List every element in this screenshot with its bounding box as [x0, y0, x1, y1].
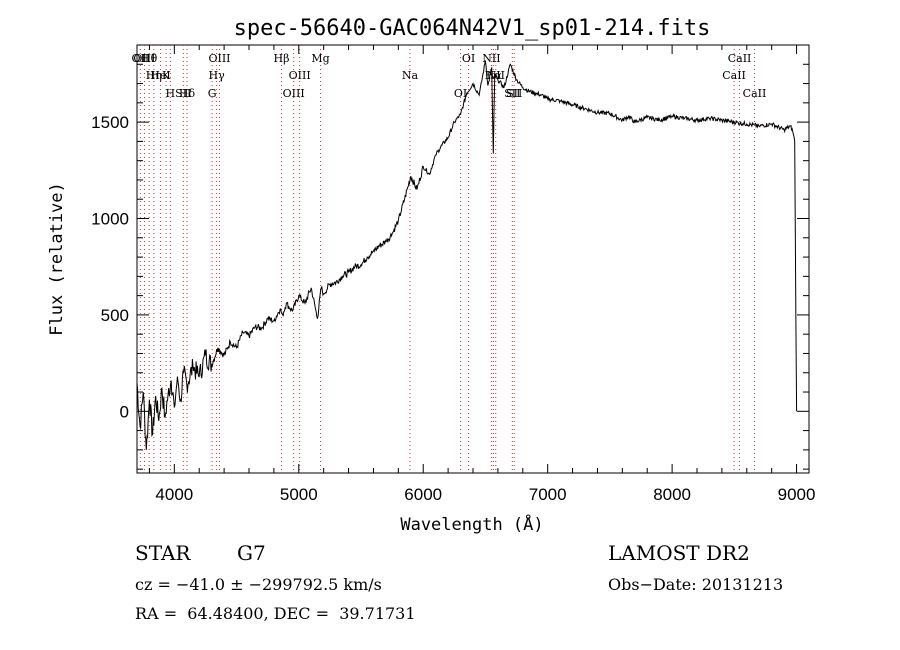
line-marker-label: K	[162, 69, 171, 82]
line-marker-label: OII	[132, 52, 150, 65]
chart-title: spec-56640-GAC064N42V1_sp01-214.fits	[234, 16, 711, 41]
line-marker-label: CaII	[743, 87, 767, 100]
x-tick-label: 4000	[155, 485, 193, 504]
line-marker-label: CaII	[728, 52, 752, 65]
line-marker-label: H	[166, 87, 176, 100]
axes: 4000 5000 6000 7000 8000 9000 0 500 1000 1500	[91, 45, 815, 504]
line-marker-label: Hθ	[141, 52, 158, 65]
line-marker-label: OIII	[283, 87, 305, 100]
y-tick-label: 500	[101, 306, 129, 325]
spectral-line-labels: HθKHδOIIHeISIIOIIIHηHOIIIHγGHβOIIIOIIIMg…	[132, 52, 767, 100]
line-marker-label: SII	[175, 87, 191, 100]
line-marker-label: SII	[506, 87, 522, 100]
line-marker-label: Hγ	[209, 69, 226, 82]
x-axis-label: Wavelength (Å)	[400, 513, 543, 535]
line-marker-label: Hβ	[274, 52, 290, 65]
object-subclass: G7	[237, 541, 266, 565]
line-marker-label: Mg	[311, 52, 329, 65]
line-marker-label: OIII	[133, 52, 155, 65]
x-tick-label: 9000	[778, 485, 816, 504]
series-group	[136, 60, 798, 450]
spectral-line-markers	[139, 45, 755, 473]
ra-dec-coordinates: RA = 64.48400, DEC = 39.71731	[135, 604, 416, 623]
line-marker-label: OI	[462, 52, 475, 65]
y-tick-label: 0	[120, 402, 129, 421]
x-tick-label: 7000	[529, 485, 567, 504]
line-marker-label: HeI	[150, 69, 170, 82]
x-tick-label: 6000	[404, 485, 442, 504]
y-tick-label: 1500	[91, 113, 129, 132]
line-marker-label: Hδ	[179, 87, 196, 100]
obs-date: Obs−Date: 20131213	[608, 575, 784, 594]
line-marker-label: OIII	[289, 69, 311, 82]
object-class: STAR	[135, 541, 191, 565]
spectrum-line	[136, 60, 798, 450]
line-marker-label: SII	[504, 87, 520, 100]
x-tick-label: 8000	[653, 485, 691, 504]
line-marker-label: Na	[402, 69, 419, 82]
survey-name: LAMOST DR2	[608, 541, 750, 565]
line-marker-label: NII	[482, 52, 500, 65]
y-tick-label: 1000	[91, 210, 129, 229]
y-axis-label: Flux (relative)	[47, 182, 67, 336]
line-marker-label: Hη	[146, 69, 162, 82]
plot-frame	[136, 44, 810, 474]
line-marker-label: OIII	[208, 52, 230, 65]
line-marker-label: CaII	[722, 69, 746, 82]
line-marker-label: G	[208, 87, 217, 100]
line-marker-label: OI	[454, 87, 467, 100]
x-tick-label: 5000	[280, 485, 318, 504]
redshift-cz: cz = −41.0 ± −299792.5 km/s	[135, 575, 382, 594]
